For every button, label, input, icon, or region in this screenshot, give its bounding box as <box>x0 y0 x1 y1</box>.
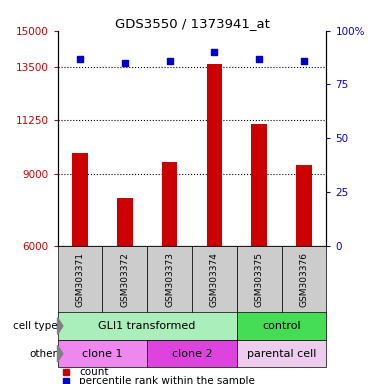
Text: GSM303375: GSM303375 <box>255 252 264 307</box>
Bar <box>117 198 132 246</box>
Text: count: count <box>79 367 109 377</box>
Polygon shape <box>58 345 63 362</box>
Text: other: other <box>30 349 58 359</box>
Text: GLI1 transformed: GLI1 transformed <box>98 321 196 331</box>
Bar <box>58 312 237 340</box>
Bar <box>147 246 192 313</box>
Bar <box>207 64 222 246</box>
Bar <box>237 246 282 313</box>
Polygon shape <box>58 318 63 334</box>
Text: cell type: cell type <box>13 321 58 331</box>
Text: GSM303372: GSM303372 <box>120 252 129 307</box>
Bar <box>162 162 177 246</box>
Bar <box>58 340 147 367</box>
Text: control: control <box>262 321 301 331</box>
Bar <box>252 124 267 246</box>
Bar <box>192 246 237 313</box>
Bar <box>147 340 237 367</box>
Text: GSM303373: GSM303373 <box>165 252 174 307</box>
Bar <box>237 340 326 367</box>
Text: clone 1: clone 1 <box>82 349 122 359</box>
Text: percentile rank within the sample: percentile rank within the sample <box>79 376 255 384</box>
Title: GDS3550 / 1373941_at: GDS3550 / 1373941_at <box>115 17 269 30</box>
Point <box>301 58 307 64</box>
Bar <box>102 246 147 313</box>
Bar <box>296 164 312 246</box>
Point <box>167 58 173 64</box>
Point <box>256 56 262 62</box>
Point <box>122 60 128 66</box>
Point <box>77 56 83 62</box>
Text: parental cell: parental cell <box>247 349 316 359</box>
Text: GSM303371: GSM303371 <box>75 252 85 307</box>
Text: GSM303374: GSM303374 <box>210 252 219 307</box>
Bar <box>72 152 88 246</box>
Text: GSM303376: GSM303376 <box>299 252 309 307</box>
Point <box>211 49 217 55</box>
Bar <box>282 246 326 313</box>
Bar <box>237 312 326 340</box>
Bar <box>58 246 102 313</box>
Text: clone 2: clone 2 <box>172 349 212 359</box>
